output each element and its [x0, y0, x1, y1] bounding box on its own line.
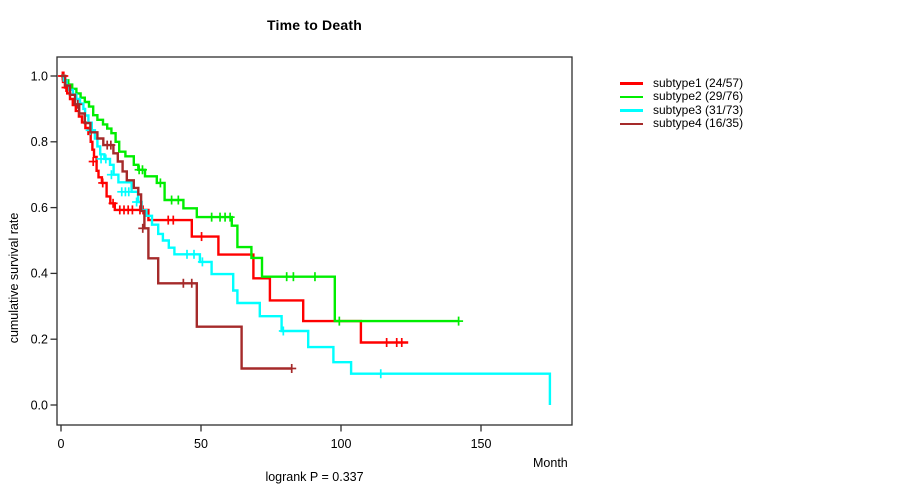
y-tick-label: 0.2 [31, 333, 48, 347]
y-tick-label: 0.6 [31, 201, 48, 215]
y-tick-label: 0.0 [31, 398, 48, 412]
legend-item-subtype4: subtype4 (16/35) [620, 116, 744, 131]
curve-subtype1 [61, 74, 409, 344]
page-title: Time to Death [267, 17, 362, 33]
y-tick-label: 1.0 [31, 69, 48, 83]
x-tick-label: 50 [194, 437, 208, 451]
y-tick-label: 0.8 [31, 135, 48, 149]
legend-label-subtype3: subtype3 (31/73) [653, 102, 744, 117]
x-tick-label: 100 [331, 437, 352, 451]
curve-subtype2 [61, 74, 459, 323]
legend-swatch-subtype1 [620, 82, 643, 85]
legend-item-subtype2: subtype2 (29/76) [620, 89, 744, 104]
x-axis-label: Month [533, 456, 568, 470]
legend-item-subtype3: subtype3 (31/73) [620, 102, 744, 117]
x-tick-label: 0 [58, 437, 65, 451]
x-tick-label: 150 [471, 437, 492, 451]
legend-swatch-subtype2 [620, 95, 643, 99]
legend-swatch-subtype4 [620, 122, 643, 126]
legend-label-subtype1: subtype1 (24/57) [653, 76, 744, 90]
legend: subtype1 (24/57) subtype2 (29/76) subtype3… [620, 76, 744, 131]
y-tick-label: 0.4 [31, 267, 48, 281]
plot-frame [56, 56, 573, 426]
logrank-annotation: logrank P = 0.337 [265, 470, 364, 484]
legend-label-subtype2: subtype2 (29/76) [653, 89, 744, 104]
legend-swatch-subtype3 [620, 109, 643, 112]
curve-subtype4 [61, 74, 292, 370]
curve-subtype3 [61, 74, 552, 405]
legend-label-subtype4: subtype4 (16/35) [653, 116, 744, 131]
legend-item-subtype1: subtype1 (24/57) [620, 76, 744, 90]
